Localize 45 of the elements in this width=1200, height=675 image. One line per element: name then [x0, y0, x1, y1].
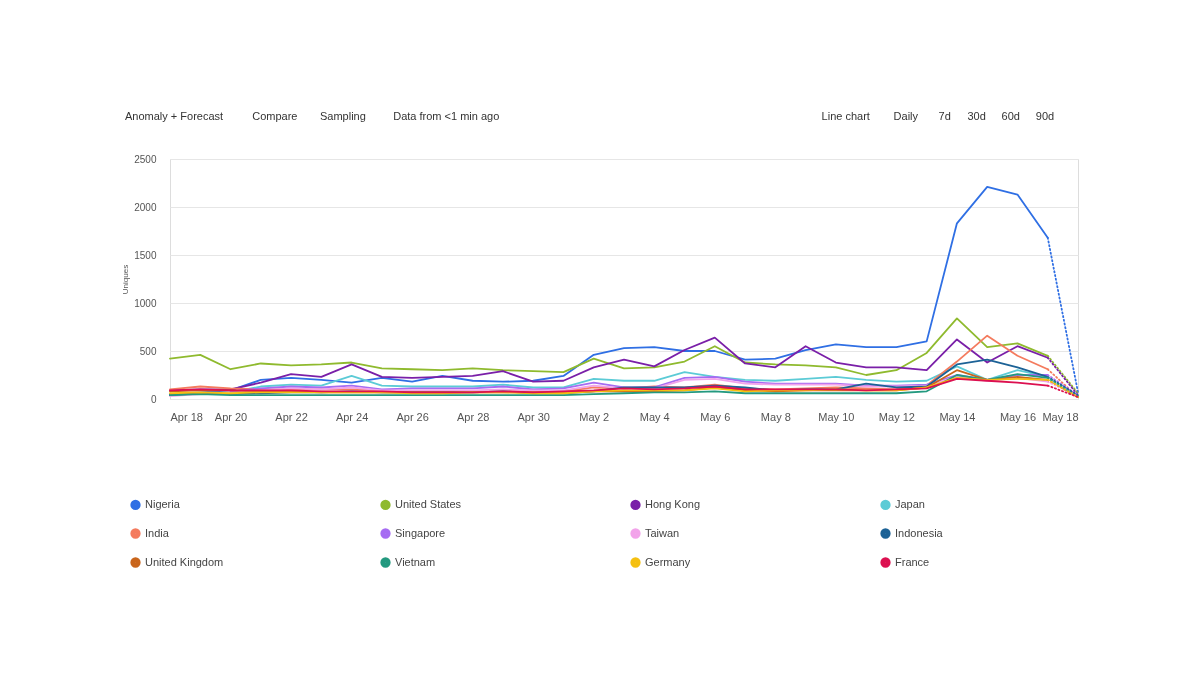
legend-label: United States	[395, 497, 462, 510]
text: Data from <1 min ago	[393, 110, 500, 122]
text: Compare	[252, 110, 298, 122]
legend-label: Vietnam	[395, 555, 436, 568]
text: Anomaly + Forecast	[125, 110, 224, 122]
text: Line chart	[821, 110, 870, 122]
legend-label: Japan	[895, 497, 925, 510]
x-tick-label: Apr 28	[456, 410, 490, 423]
y-tick-label: 2500	[134, 153, 157, 165]
legend-label: Singapore	[395, 526, 446, 539]
y-tick-label: 0	[150, 393, 157, 405]
x-tick-label: Apr 30	[517, 410, 550, 423]
x-tick-label: May 6	[700, 410, 731, 423]
text: 90d	[1035, 110, 1055, 122]
x-tick-label: Apr 22	[275, 410, 308, 423]
x-tick-label: Apr 18	[170, 410, 203, 423]
legend-label: Nigeria	[145, 497, 181, 510]
y-tick-label: 500	[139, 345, 157, 357]
x-tick-label: May 16	[999, 410, 1037, 423]
legend-label: Taiwan	[645, 526, 680, 539]
legend-label: Germany	[645, 555, 691, 568]
y-tick-label: 2000	[134, 201, 157, 213]
y-tick-label: 1500	[134, 249, 157, 261]
x-tick-label: May 10	[818, 410, 855, 423]
x-tick-label: May 8	[760, 410, 791, 423]
x-tick-label: May 12	[878, 410, 915, 423]
text: 60d	[1001, 110, 1020, 122]
x-tick-label: Apr 20	[214, 410, 248, 423]
x-tick-label: Apr 24	[335, 410, 369, 423]
legend-label: India	[145, 526, 170, 539]
text: Daily	[893, 110, 919, 122]
y-tick-label: 1000	[134, 297, 157, 309]
x-tick-label: May 14	[939, 410, 976, 423]
x-tick-label: May 4	[639, 410, 670, 423]
legend-label: Hong Kong	[645, 497, 701, 510]
y-axis-title: Uniques	[121, 264, 131, 295]
legend-label: France	[895, 555, 930, 568]
legend-label: United Kingdom	[145, 555, 224, 568]
text: 30d	[967, 110, 986, 122]
x-tick-label: May 18	[1042, 410, 1079, 423]
x-tick-label: Apr 26	[396, 410, 429, 423]
text: Sampling	[320, 110, 366, 122]
x-tick-label: May 2	[579, 410, 610, 423]
legend-label: Indonesia	[895, 526, 944, 539]
text: 7d	[938, 110, 951, 122]
